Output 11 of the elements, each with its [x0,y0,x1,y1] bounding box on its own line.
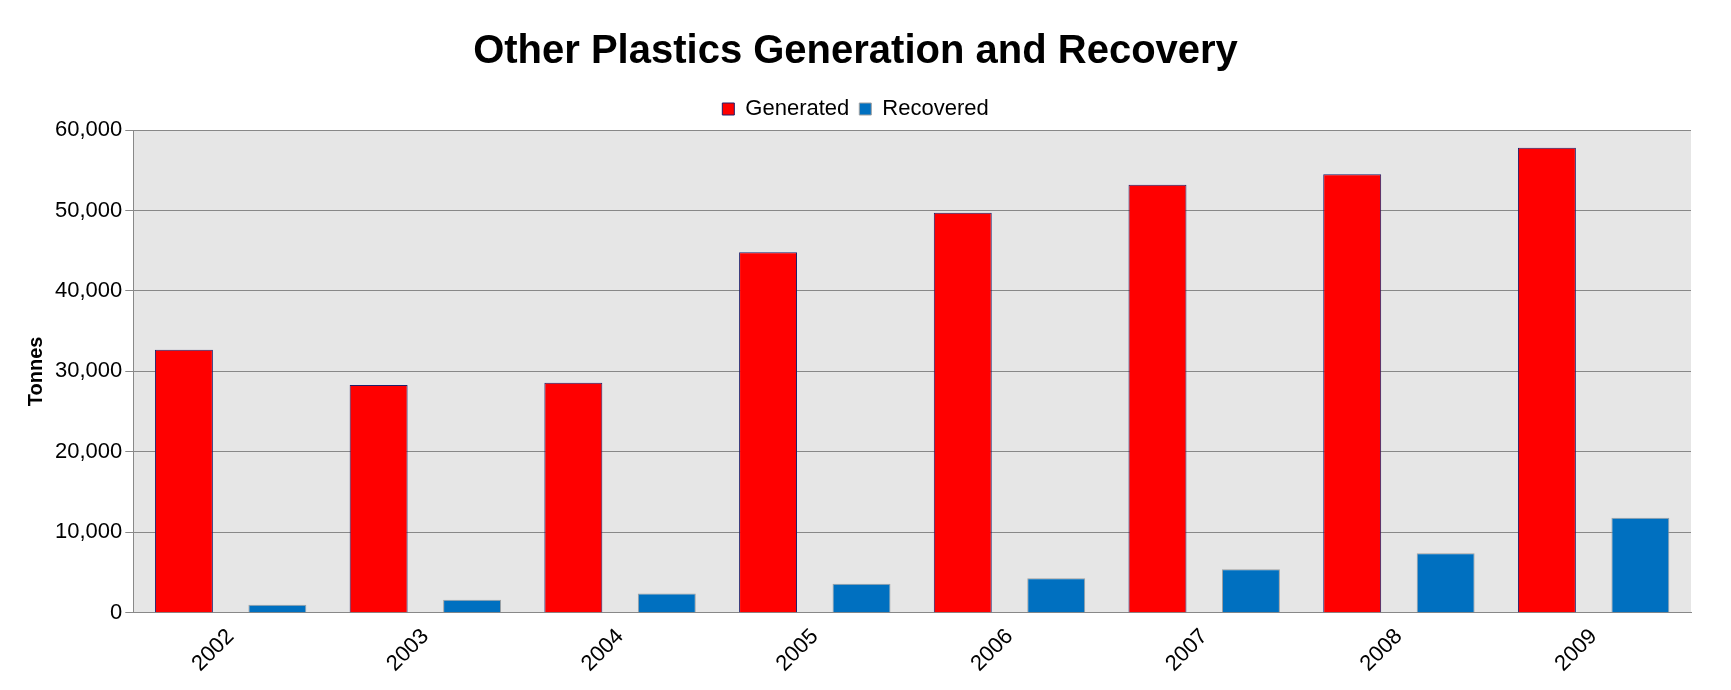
y-tick-label: 10,000 [54,518,123,544]
y-tick-label: 60,000 [54,116,123,142]
y-tick-label: 20,000 [54,437,123,463]
y-tick-label: 30,000 [54,357,123,383]
y-tick-label: 0 [110,598,123,624]
legend-label: Generated [745,95,850,121]
chart-title: Other Plastics Generation and Recovery [473,27,1239,72]
y-tick-label: 50,000 [54,196,123,222]
y-tick-label: 40,000 [54,276,123,302]
legend-label: Recovered [882,95,989,121]
y-axis-title: Tonnes [23,336,46,407]
